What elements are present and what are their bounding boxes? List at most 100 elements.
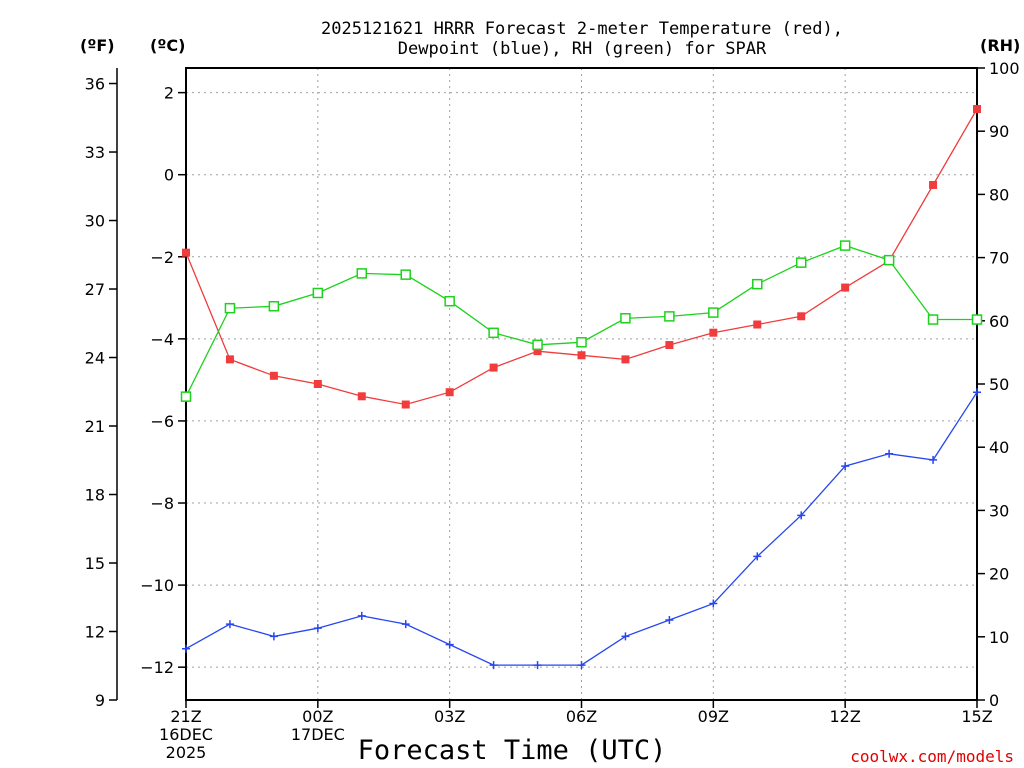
- dewpoint-point: [533, 661, 542, 670]
- chart-title-line-1: 2025121621 HRRR Forecast 2-meter Tempera…: [321, 19, 843, 39]
- 2-meter-temperature-point: [929, 180, 938, 189]
- 2-meter-temperature-point: [665, 341, 674, 350]
- rh-point: [795, 257, 807, 268]
- dewpoint-point: [401, 620, 410, 629]
- fahrenheit-tick-label: 24: [85, 349, 105, 368]
- rh-point: [883, 254, 895, 266]
- dewpoint-point: [885, 449, 894, 458]
- rh-unit-label: (RH): [980, 36, 1020, 55]
- 2-meter-temperature-point: [709, 328, 718, 337]
- rh-tick-label: 30: [989, 501, 1009, 520]
- time-tick-label: 12Z: [830, 707, 861, 726]
- fahrenheit-tick-label: 21: [85, 417, 105, 436]
- rh-point: [839, 240, 851, 251]
- celsius-tick-label: −2: [150, 248, 174, 267]
- 2-meter-temperature-point: [489, 363, 498, 372]
- celsius-tick-label: −4: [150, 330, 174, 349]
- rh-axis: 0 10 20 30 40 50 60 70 80 90 100: [977, 59, 1020, 710]
- time-tick-label: 16DEC: [159, 725, 213, 744]
- 2-meter-temperature-point: [533, 347, 542, 356]
- celsius-tick-label: 0: [164, 166, 174, 185]
- 2-meter-temperature-point: [225, 355, 234, 364]
- dewpoint-point: [973, 388, 981, 397]
- rh-tick-label: 20: [989, 565, 1009, 584]
- celsius-tick-label: −6: [150, 412, 174, 431]
- rh-point: [664, 311, 675, 322]
- rh-point: [752, 278, 763, 290]
- 2-meter-temperature-point: [577, 351, 586, 360]
- dewpoint-point: [269, 632, 278, 641]
- rh-tick-label: 10: [989, 628, 1009, 647]
- dewpoint-point: [709, 599, 718, 608]
- rh-point: [576, 337, 587, 348]
- credit-link[interactable]: coolwx.com/models: [850, 747, 1014, 766]
- rh-point: [488, 327, 499, 339]
- time-tick-label: 17DEC: [291, 725, 345, 744]
- 2-meter-temperature-point: [841, 283, 850, 292]
- dewpoint-point: [357, 611, 366, 620]
- rh-tick-label: 100: [989, 59, 1020, 78]
- dewpoint-line: [185, 391, 978, 666]
- dewpoint-point: [445, 640, 454, 649]
- 2-meter-temperature-point: [269, 371, 278, 380]
- dewpoint-point: [182, 644, 190, 653]
- celsius-tick-label: −8: [150, 494, 174, 513]
- time-tick-label: 21Z: [170, 707, 201, 726]
- 2-meter-temperature-point: [401, 400, 410, 409]
- dewpoint-point: [929, 455, 938, 464]
- fahrenheit-tick-label: 12: [85, 623, 105, 642]
- rh-tick-label: 80: [989, 185, 1009, 204]
- time-tick-label: 06Z: [566, 707, 597, 726]
- dewpoint-point: [665, 615, 674, 624]
- x-axis-label: Forecast Time (UTC): [358, 735, 667, 766]
- rh-point: [444, 295, 455, 307]
- 2-meter-temperature-point: [357, 392, 366, 401]
- rh-point: [224, 302, 236, 314]
- rh-point: [620, 313, 631, 324]
- 2-meter-temperature-point: [797, 312, 806, 321]
- rh-point: [356, 268, 368, 279]
- rh-tick-label: 70: [989, 249, 1009, 268]
- rh-tick-label: 90: [989, 122, 1009, 141]
- fahrenheit-tick-label: 27: [85, 280, 105, 299]
- dewpoint-point: [621, 632, 630, 641]
- time-tick-label: 00Z: [302, 707, 333, 726]
- rh-tick-label: 50: [989, 375, 1009, 394]
- fahrenheit-tick-label: 30: [85, 212, 105, 231]
- 2-meter-temperature-point: [621, 355, 630, 364]
- 2-meter-temperature-point: [973, 105, 981, 114]
- dewpoint-point: [841, 462, 850, 471]
- time-tick-label: 09Z: [698, 707, 729, 726]
- dewpoint-point: [225, 620, 234, 629]
- fahrenheit-tick-label: 36: [85, 75, 105, 94]
- fahrenheit-tick-label: 33: [85, 143, 105, 162]
- celsius-tick-label: 2: [164, 84, 174, 103]
- rh-point: [927, 314, 939, 325]
- dewpoint-point: [797, 511, 806, 520]
- celsius-unit-label: (ºC): [150, 36, 185, 55]
- rh-tick-label: 40: [989, 438, 1009, 457]
- 2-meter-temperature-point: [753, 320, 762, 329]
- time-tick-label: 2025: [166, 743, 207, 762]
- time-tick-label: 03Z: [434, 707, 465, 726]
- fahrenheit-tick-label: 9: [95, 691, 105, 710]
- fahrenheit-tick-label: 15: [85, 554, 105, 573]
- dewpoint-point: [753, 552, 762, 561]
- celsius-tick-label: −10: [140, 576, 174, 595]
- 2-meter-temperature-point: [445, 388, 454, 397]
- dewpoint-point: [577, 661, 586, 670]
- celsius-tick-label: −12: [140, 658, 174, 677]
- 2-meter-temperature-point: [313, 380, 322, 388]
- rh-point: [312, 287, 324, 299]
- rh-point: [400, 269, 411, 280]
- fahrenheit-tick-label: 18: [85, 486, 105, 505]
- rh-tick-label: 60: [989, 312, 1009, 331]
- rh-point: [971, 314, 983, 325]
- rh-point: [708, 307, 719, 318]
- fahrenheit-axis: 9 12 15 18 21 24 27 30 33 36: [85, 75, 117, 710]
- 2-meter-temperature-point: [182, 248, 190, 257]
- fahrenheit-unit-label: (ºF): [80, 36, 115, 55]
- grid: [186, 68, 977, 700]
- data-series: [180, 105, 983, 670]
